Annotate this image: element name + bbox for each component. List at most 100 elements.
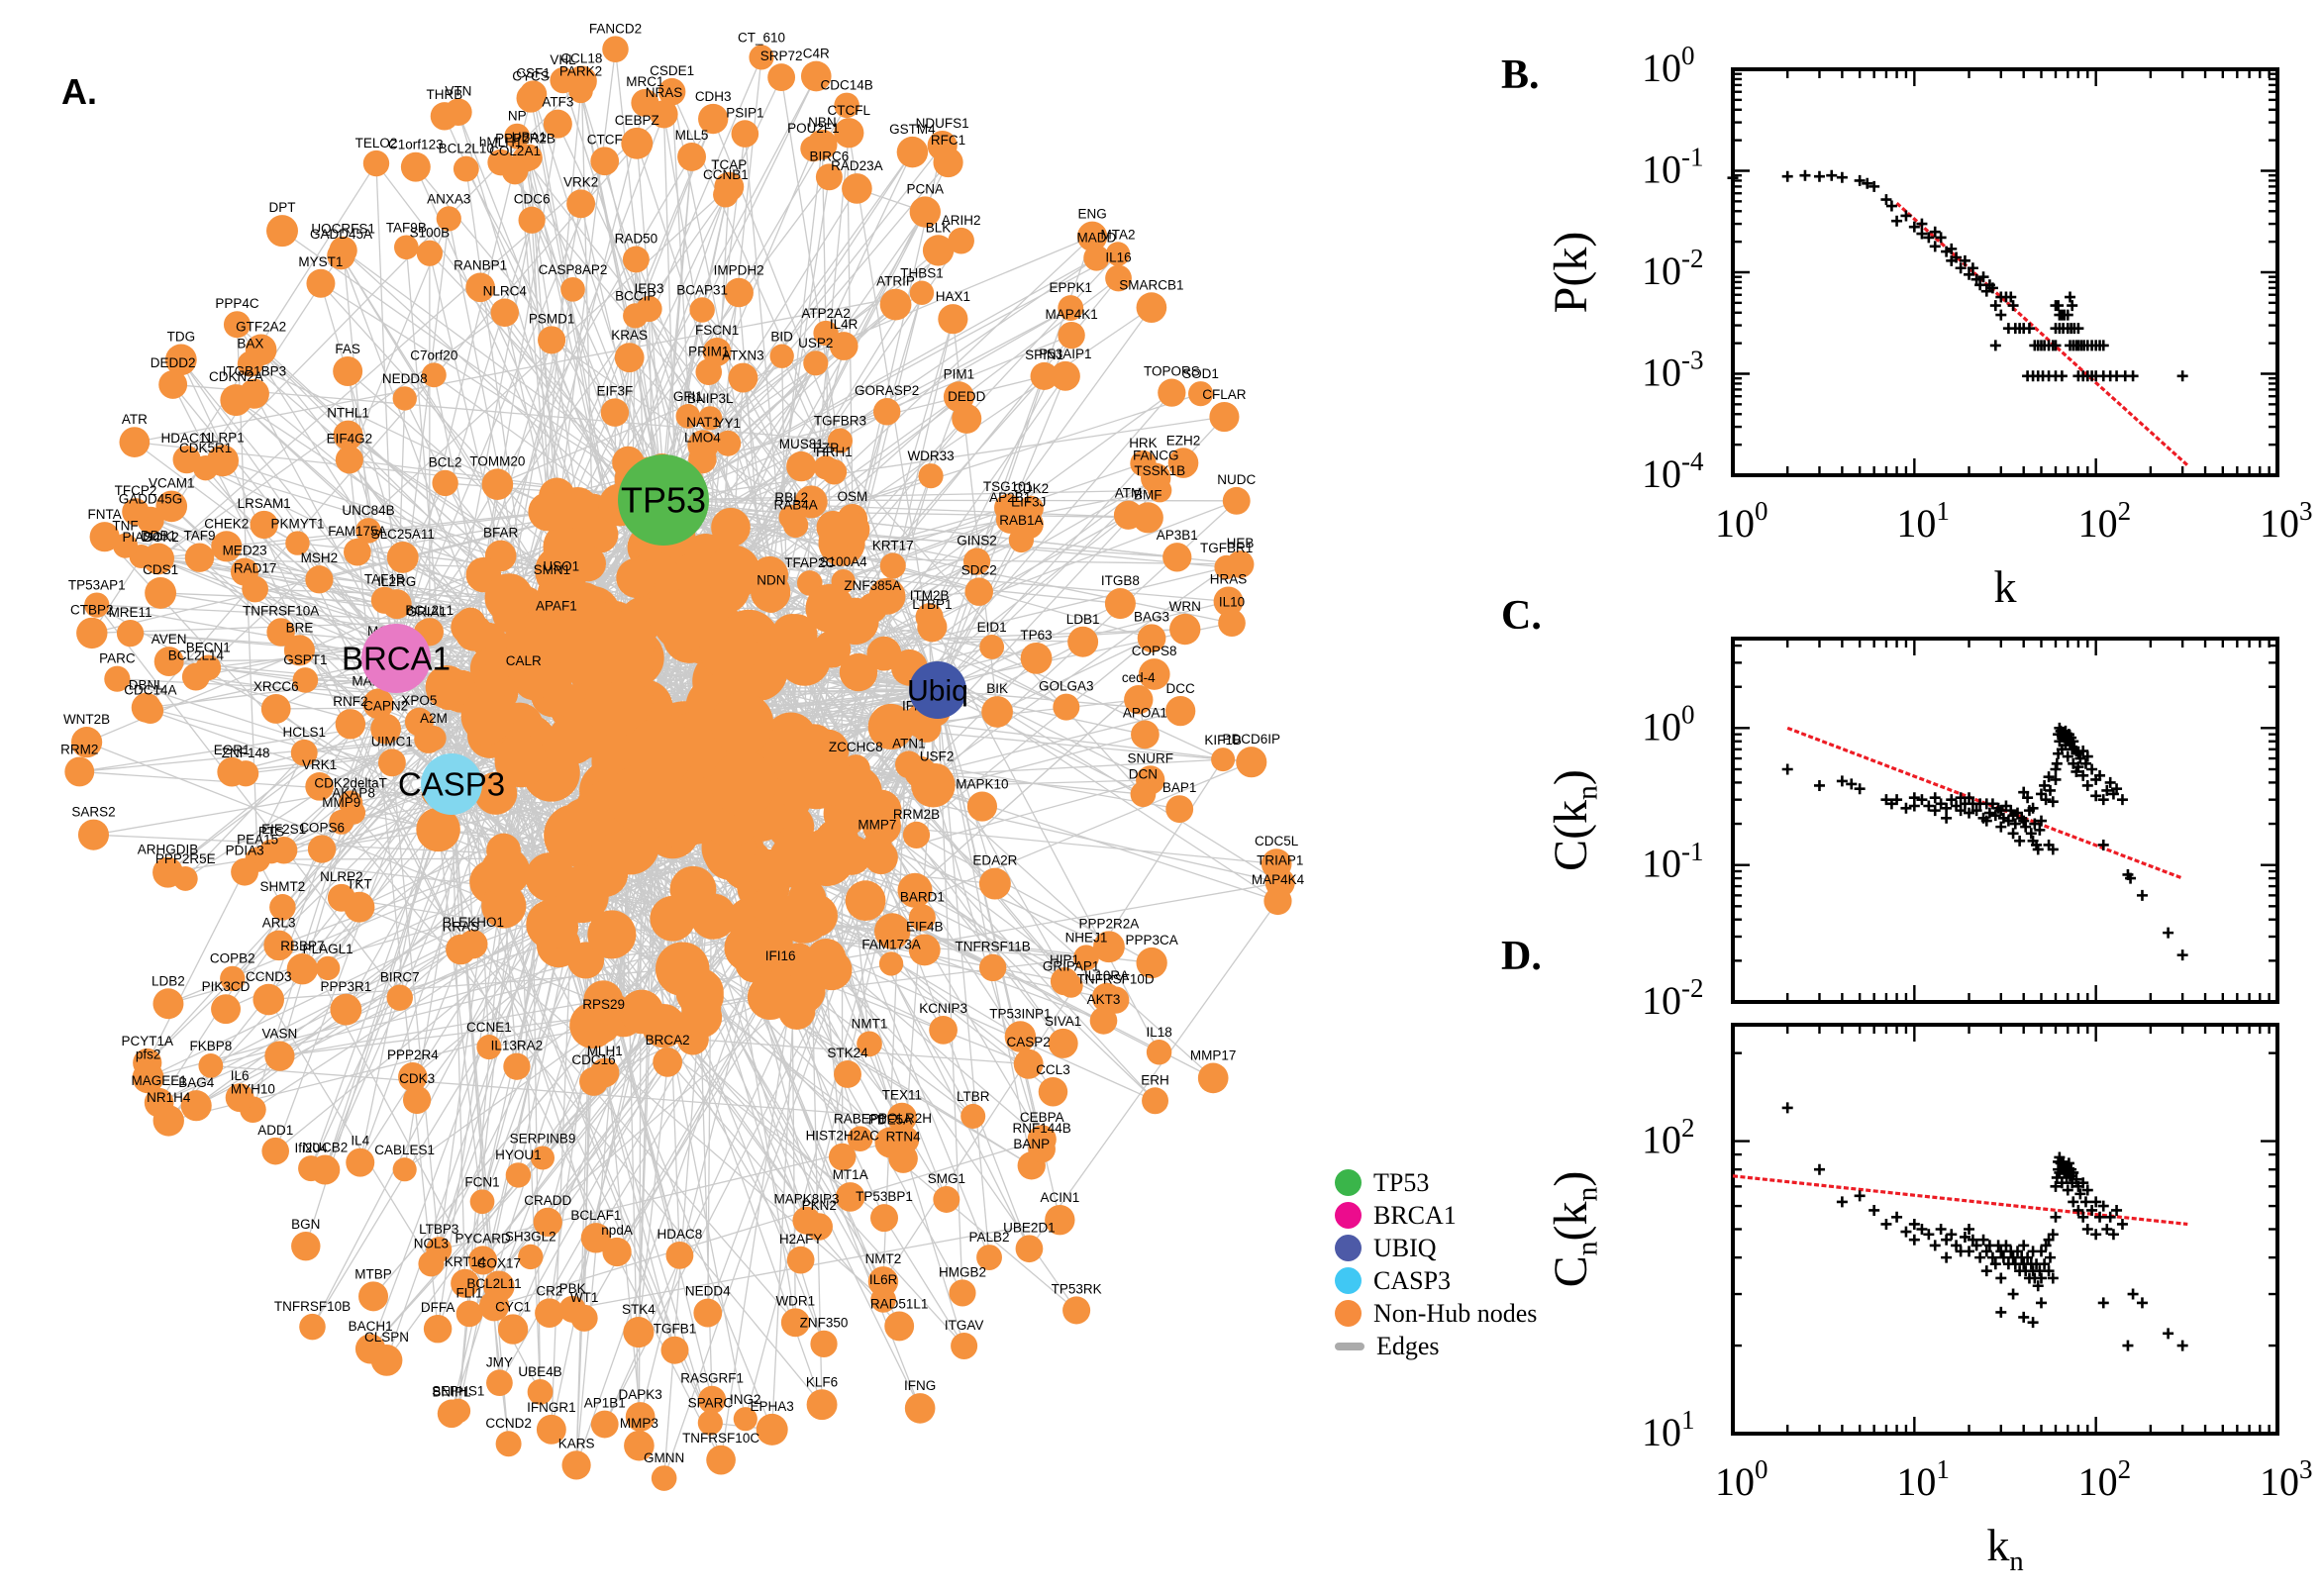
network-node-label: BNIPL bbox=[433, 1384, 472, 1399]
network-node-label: ARIH2 bbox=[942, 213, 981, 228]
network-node bbox=[1130, 781, 1157, 808]
network-node bbox=[650, 100, 678, 129]
network-node-label: A2M bbox=[420, 711, 448, 726]
network-node bbox=[460, 689, 515, 744]
network-node-label: RABEP1 bbox=[834, 1111, 886, 1126]
network-node-label: CALR bbox=[506, 653, 542, 668]
network-node-label: PIAS4 bbox=[122, 530, 160, 545]
network-node-label: TP53BP1 bbox=[856, 1189, 913, 1204]
network-node bbox=[180, 1090, 212, 1122]
network-node-label: ZNF148 bbox=[222, 746, 270, 760]
network-node-label: TAF9 bbox=[184, 528, 216, 543]
network-node-label: MMP9 bbox=[322, 795, 360, 810]
network-node-label: PPP2R2A bbox=[1079, 916, 1140, 931]
network-node-label: CSDE1 bbox=[650, 63, 694, 78]
network-node bbox=[232, 760, 259, 787]
network-node-label: NP bbox=[508, 109, 527, 124]
tick-label: 10-4 bbox=[1642, 447, 1704, 496]
network-node bbox=[131, 692, 161, 723]
network-node bbox=[556, 869, 609, 924]
plot-panel-B: 100 101 102 103 100 10-1 10-2 10-3 10-4 k P(k) bbox=[1545, 41, 2313, 612]
network-node-label: YY1 bbox=[715, 416, 741, 431]
network-node-label: RAB1A bbox=[999, 513, 1043, 528]
network-node bbox=[1083, 245, 1110, 271]
network-node bbox=[307, 835, 337, 863]
network-node bbox=[465, 272, 495, 303]
network-node-label: STK4 bbox=[622, 1302, 656, 1317]
network-node bbox=[1076, 221, 1108, 252]
network-node-label: KRT14 bbox=[445, 1254, 486, 1269]
plot-frame bbox=[1731, 67, 2279, 477]
network-node-label: BGN bbox=[291, 1217, 320, 1232]
network-node-label: ATRIP bbox=[876, 274, 915, 289]
network-node-label: C4R bbox=[803, 47, 830, 61]
scatter-points bbox=[1727, 169, 2188, 382]
network-node bbox=[1020, 642, 1053, 674]
network-node bbox=[184, 543, 215, 572]
network-node-label: CFLAR bbox=[1202, 387, 1247, 402]
network-node bbox=[927, 130, 958, 161]
node-swatch-icon bbox=[1335, 1169, 1362, 1196]
network-node bbox=[724, 277, 754, 308]
network-node-label: BAP1 bbox=[1162, 780, 1197, 795]
network-node-label: MED23 bbox=[223, 544, 267, 558]
network-node bbox=[832, 597, 879, 646]
network-node-label: SHMT2 bbox=[259, 879, 305, 894]
network-node bbox=[834, 92, 859, 119]
network-node bbox=[252, 983, 285, 1016]
network-node bbox=[636, 295, 662, 323]
network-node bbox=[330, 993, 362, 1026]
network-node bbox=[964, 577, 993, 606]
network-node-label: CLSPN bbox=[364, 1330, 409, 1345]
network-node bbox=[896, 136, 929, 168]
hub-node-UBIQ bbox=[909, 661, 966, 719]
network-node bbox=[1058, 321, 1085, 349]
network-node bbox=[715, 430, 742, 456]
network-node bbox=[867, 703, 914, 749]
network-node-label: IL4R bbox=[830, 317, 858, 332]
network-node bbox=[711, 507, 751, 548]
network-node bbox=[979, 635, 1005, 659]
axis-title: kn bbox=[1986, 1520, 2023, 1577]
network-node-label: MUS81 bbox=[779, 437, 824, 451]
network-node-label: CDK3 bbox=[399, 1071, 435, 1086]
network-node bbox=[1132, 502, 1163, 534]
network-node bbox=[602, 1237, 632, 1267]
network-node bbox=[1073, 945, 1099, 971]
network-node bbox=[225, 1083, 254, 1113]
network-node-label: IL10RA bbox=[1084, 968, 1129, 983]
network-node-label: JMY bbox=[486, 1354, 513, 1369]
network-node-label: BAG3 bbox=[1134, 609, 1169, 624]
network-node bbox=[283, 635, 315, 666]
network-node bbox=[155, 490, 188, 523]
network-node bbox=[198, 1053, 224, 1078]
network-node bbox=[810, 1330, 838, 1358]
network-node bbox=[172, 446, 201, 474]
node-swatch-icon bbox=[1335, 1202, 1362, 1229]
network-node bbox=[1013, 1048, 1044, 1079]
network-node-label: VTN bbox=[445, 83, 471, 98]
network-node bbox=[133, 1047, 162, 1078]
network-node-label: MMP3 bbox=[620, 1416, 658, 1431]
network-node-label: BRE bbox=[286, 620, 314, 635]
network-node bbox=[528, 492, 567, 532]
network-node-label: EPHA3 bbox=[751, 1399, 794, 1414]
network-node-label: APAF1 bbox=[536, 599, 577, 614]
network-node-label: VRK2 bbox=[563, 174, 598, 189]
network-node bbox=[782, 512, 809, 539]
network-node-label: GADD45A bbox=[310, 227, 372, 242]
legend-label: BRCA1 bbox=[1373, 1200, 1457, 1230]
network-node-label: TP53RK bbox=[1052, 1281, 1102, 1296]
network-node-label: CCND2 bbox=[485, 1416, 532, 1431]
network-node-label: PARC bbox=[99, 651, 136, 666]
hub-nodes-group: TP53 BRCA1 Ubiq CASP3 bbox=[342, 454, 968, 815]
network-node bbox=[497, 1314, 529, 1345]
network-node bbox=[777, 891, 831, 944]
network-node-label: CEBPA bbox=[1020, 1110, 1064, 1125]
network-node bbox=[728, 362, 758, 393]
network-node-label: BLK bbox=[926, 220, 952, 235]
network-node-label: WDR33 bbox=[907, 449, 954, 463]
network-node-label: HIST2H2AC bbox=[806, 1129, 880, 1144]
network-node-label: DPT bbox=[269, 200, 296, 215]
axis-title: C(kn) bbox=[1545, 769, 1604, 871]
